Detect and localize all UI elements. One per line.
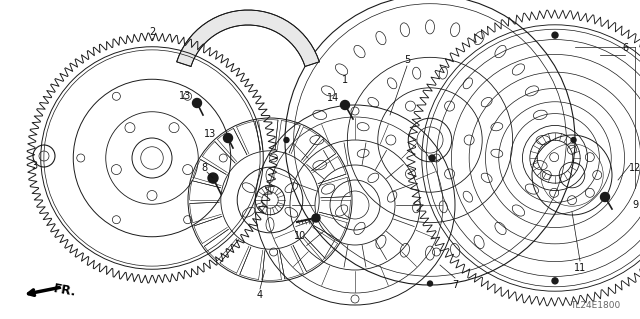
Text: 10: 10 [294, 231, 306, 241]
Text: 14: 14 [327, 93, 339, 103]
Text: 8: 8 [201, 163, 207, 173]
Circle shape [428, 281, 433, 286]
Text: FR.: FR. [52, 283, 77, 300]
Circle shape [552, 32, 558, 38]
Circle shape [552, 278, 558, 284]
Text: 11: 11 [574, 263, 586, 273]
Circle shape [284, 137, 289, 143]
Text: 7: 7 [452, 280, 458, 290]
Text: 13: 13 [179, 91, 191, 101]
Text: 3: 3 [31, 161, 37, 171]
Text: 4: 4 [257, 290, 263, 300]
Text: 5: 5 [404, 55, 410, 65]
Text: 9: 9 [632, 200, 638, 210]
Circle shape [340, 100, 349, 109]
Circle shape [193, 99, 202, 108]
Circle shape [600, 192, 609, 202]
Circle shape [571, 137, 576, 143]
Text: 2: 2 [149, 27, 155, 37]
Text: 1: 1 [342, 75, 348, 85]
Circle shape [208, 173, 218, 183]
Polygon shape [177, 10, 319, 66]
Text: 13: 13 [204, 129, 216, 139]
Circle shape [429, 155, 435, 161]
Text: 12: 12 [629, 163, 640, 173]
Text: TL24E1800: TL24E1800 [570, 300, 620, 309]
Circle shape [312, 214, 320, 222]
Circle shape [223, 133, 232, 143]
Text: 6: 6 [622, 43, 628, 53]
